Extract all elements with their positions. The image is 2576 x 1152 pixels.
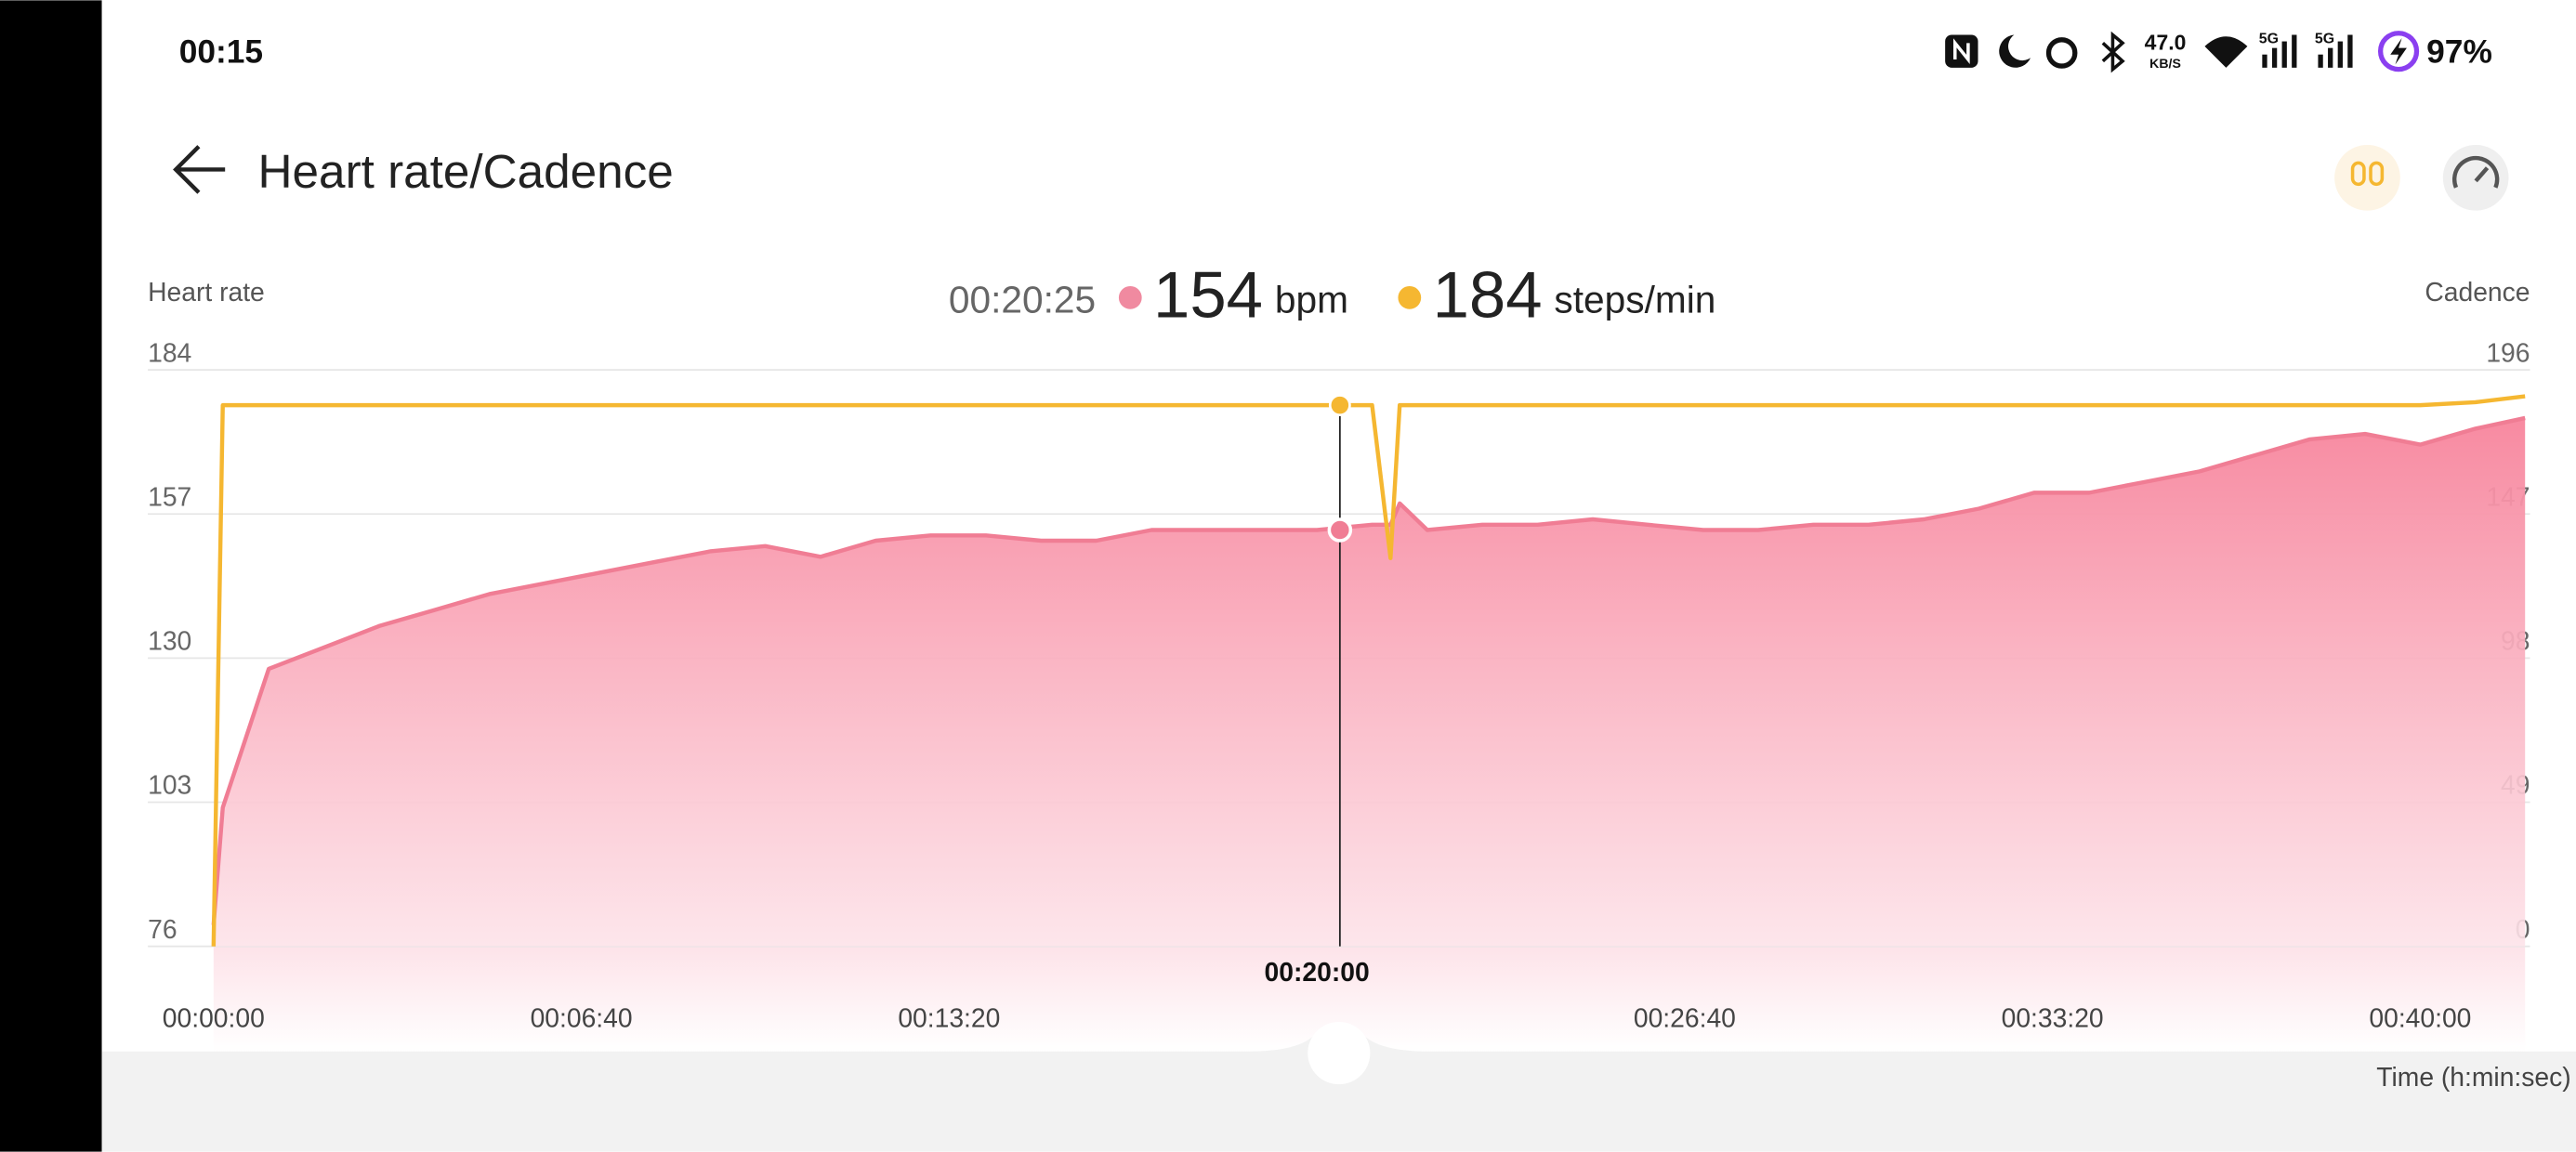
battery-level: 97% <box>2426 34 2492 71</box>
signal-bar <box>2271 47 2278 68</box>
cadence-toggle[interactable] <box>2334 144 2400 211</box>
cursor-dot <box>1328 394 1351 417</box>
bottom-panel <box>101 1023 2576 1152</box>
readout-cadence-unit: steps/min <box>1554 278 1715 321</box>
signal-bar <box>2347 34 2353 68</box>
signal-bar <box>2318 54 2323 68</box>
line <box>211 394 2526 947</box>
signal-bar <box>2292 34 2297 68</box>
battery-ring <box>2377 31 2420 72</box>
x-tick-label: 00:33:20 <box>2002 1002 2104 1032</box>
back-button[interactable] <box>173 145 226 194</box>
network-speed-unit: KB/S <box>2149 56 2181 71</box>
readout-dot <box>1398 285 1422 309</box>
nfc-mark <box>1952 38 1970 65</box>
network-speed: 47.0 <box>2145 30 2187 54</box>
wifi-icon <box>2204 36 2248 68</box>
x-tick-label: 00:13:20 <box>898 1002 1000 1032</box>
readout-heart-rate: 154 <box>1153 258 1263 332</box>
y-tick-label: 130 <box>148 626 191 656</box>
gauge <box>2452 155 2500 189</box>
gauge-needle <box>2474 166 2490 183</box>
plot: 761031301571840499814719600:00:0000:06:4… <box>148 337 2530 1032</box>
bluetooth-icon <box>2101 31 2125 73</box>
y-tick-label: 103 <box>148 770 191 800</box>
y2-tick-label: 196 <box>2486 337 2530 367</box>
x-tick-label: 00:26:40 <box>1634 1002 1736 1032</box>
status-time: 00:15 <box>179 34 263 71</box>
signal-bar <box>2262 54 2267 68</box>
y-axis-title: Heart rate <box>148 277 265 307</box>
alarm-icon <box>2045 37 2078 69</box>
signal-bar <box>2337 41 2343 68</box>
charging-bolt <box>2390 38 2407 65</box>
slider-handle[interactable] <box>1308 1021 1371 1085</box>
readout-time: 00:20:25 <box>949 278 1096 321</box>
x-tick-label: 00:40:00 <box>2369 1002 2471 1032</box>
readout-heart-rate-unit: bpm <box>1275 278 1348 321</box>
area <box>213 417 2526 947</box>
x-tick-label: 00:00:00 <box>163 1002 265 1032</box>
left-bezel <box>0 0 102 1152</box>
x-tick-label: 00:20:00 <box>1265 957 1370 987</box>
x-tick-label: 00:06:40 <box>531 1002 633 1032</box>
footprint <box>2350 161 2366 187</box>
moon-icon <box>1999 34 2031 68</box>
status-icons <box>1945 31 2420 73</box>
cursor-dot <box>1327 517 1353 543</box>
line <box>211 415 2526 925</box>
signal-type: 5G <box>2315 31 2334 46</box>
y2-axis-title: Cadence <box>2425 277 2530 307</box>
y-tick-label: 184 <box>148 337 191 367</box>
pace-toggle[interactable] <box>2442 144 2509 211</box>
signal-type: 5G <box>2259 31 2279 46</box>
footprint <box>2369 161 2385 187</box>
readout-dot <box>1118 285 1142 309</box>
area-fade <box>213 946 2526 1052</box>
y-tick-label: 76 <box>148 914 177 944</box>
toggle-bg <box>2334 144 2400 211</box>
signal-bar <box>2281 41 2287 68</box>
x-axis-title: Time (h:min:sec) <box>2376 1062 2570 1092</box>
page-title: Heart rate/Cadence <box>258 145 674 198</box>
readout-cadence: 184 <box>1433 258 1543 332</box>
toggle-bg <box>2442 144 2509 211</box>
signal-bar <box>2328 47 2333 68</box>
y-tick-label: 157 <box>148 481 191 511</box>
